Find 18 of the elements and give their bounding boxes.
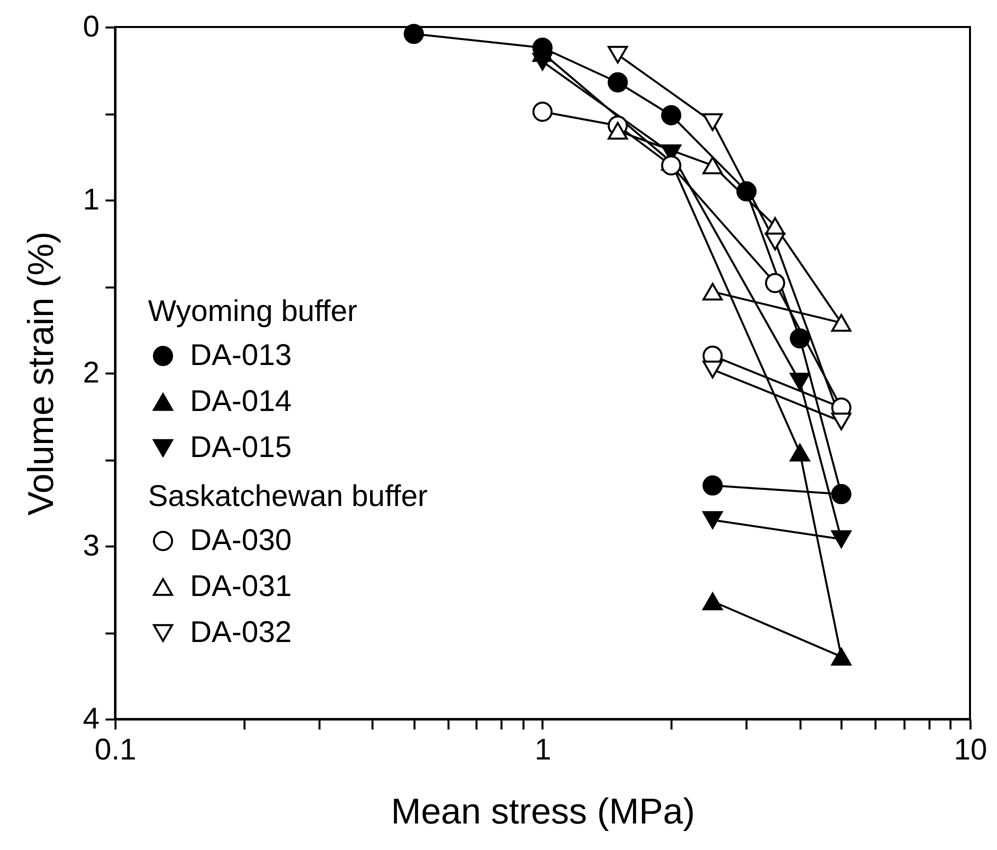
- y-tick-label: 3: [82, 530, 100, 562]
- y-axis-title: Volume strain (%): [20, 231, 61, 516]
- x-tick-label: 1: [534, 734, 552, 766]
- text: Saskatchewan buffer: [148, 480, 428, 513]
- legend-label: DA-030: [190, 524, 292, 557]
- legend-label: DA-031: [190, 570, 292, 603]
- legend-label: DA-032: [190, 616, 292, 649]
- legend-label: DA-013: [190, 339, 292, 372]
- y-tick-label: 2: [82, 356, 100, 390]
- x-tick-label: 10: [954, 734, 988, 766]
- text: Wyoming buffer: [148, 295, 358, 328]
- y-tick-label: 1: [82, 184, 100, 216]
- y-tick-label: 4: [82, 702, 100, 736]
- legend-label: DA-015: [190, 431, 292, 464]
- x-tick-label: 0.1: [94, 734, 136, 766]
- legend-label: DA-014: [190, 385, 292, 418]
- x-axis-title: Mean stress (MPa): [390, 790, 696, 832]
- y-tick-label: 0: [82, 10, 100, 44]
